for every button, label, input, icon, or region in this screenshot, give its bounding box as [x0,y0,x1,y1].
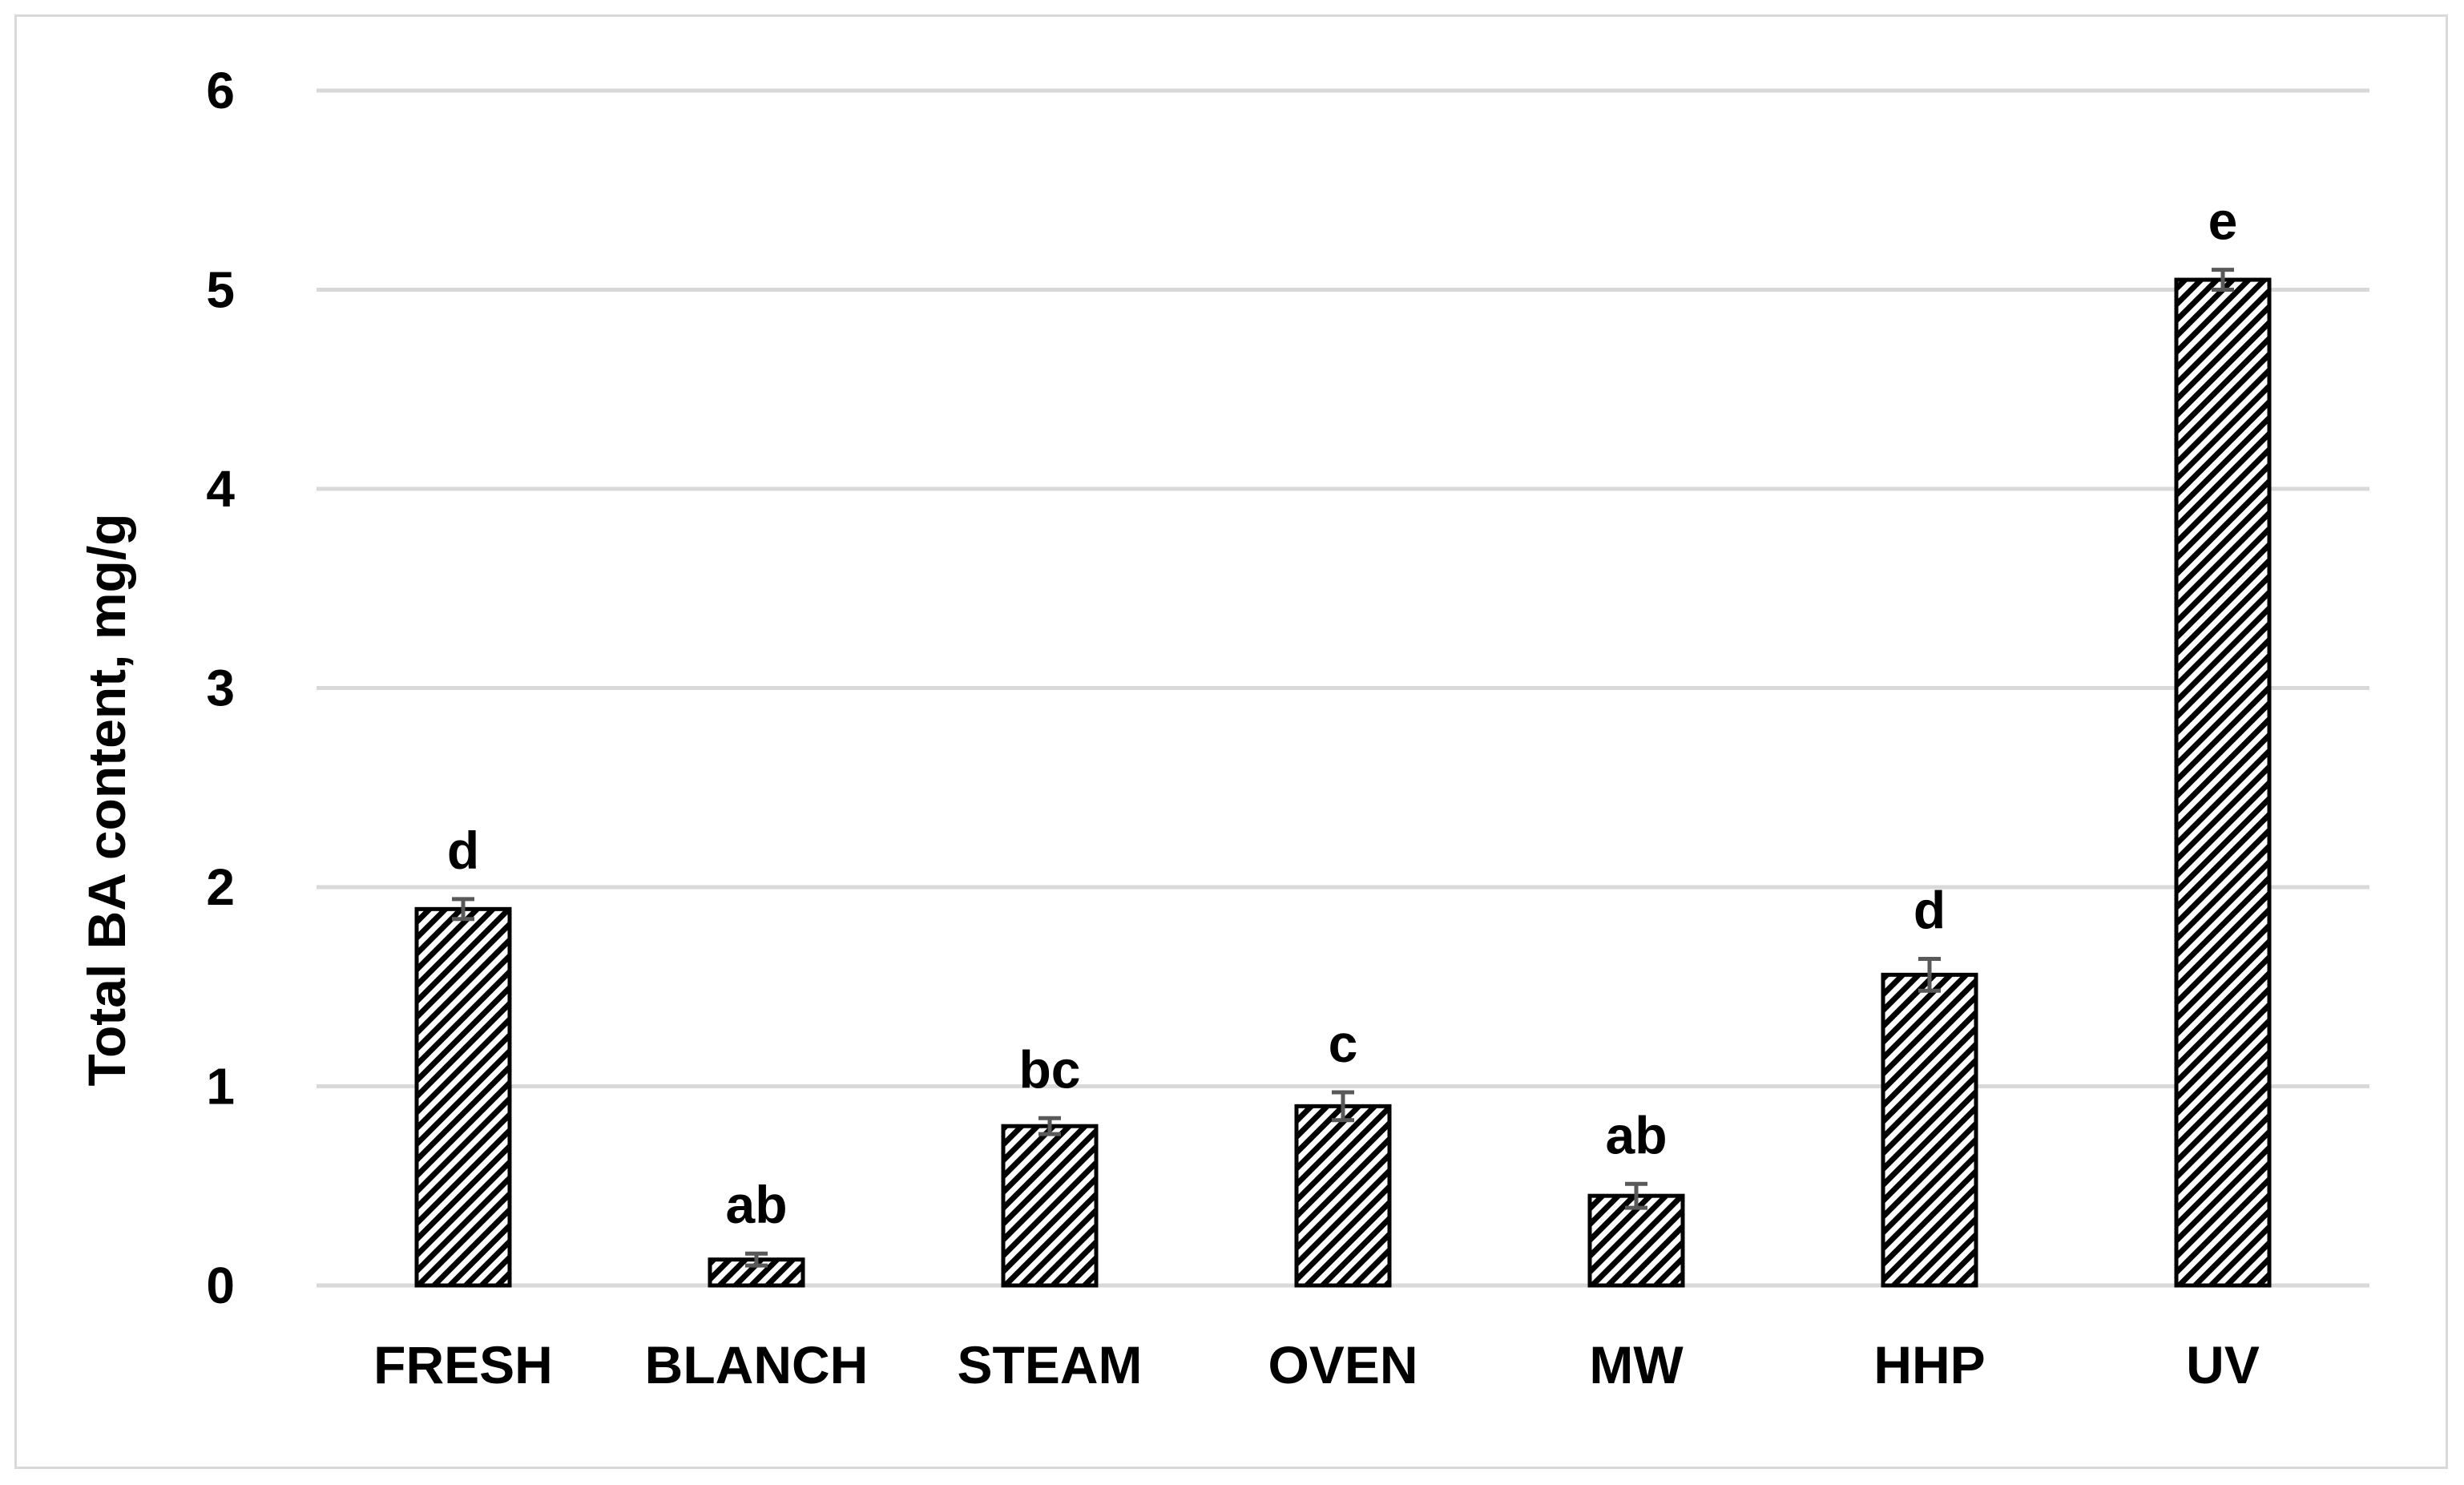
bars [414,277,2272,1288]
error-bar [1918,956,1941,993]
significance-label: d [447,821,479,880]
significance-label: d [1914,880,1946,939]
y-tick-label: 6 [206,62,235,119]
bar [1587,1193,1685,1288]
y-tick-label: 0 [206,1257,235,1314]
x-tick-label: FRESH [373,1335,553,1394]
bar [1881,972,1978,1288]
significance-label: c [1329,1014,1358,1073]
x-tick-label: MW [1589,1335,1684,1394]
significance-label: bc [1018,1039,1080,1099]
y-tick-label: 5 [206,261,235,319]
bar [414,906,512,1288]
significance-label: ab [1605,1105,1667,1164]
bar [1294,1104,1392,1288]
error-bar [1625,1181,1647,1210]
bar [2174,277,2272,1288]
error-bar [2212,268,2234,292]
y-tick-label: 3 [206,660,235,717]
significance-label: e [2208,192,2238,251]
y-axis-title: Total BA content, mg/g [77,514,136,1087]
significance-label: ab [725,1175,787,1234]
x-tick-label: BLANCH [645,1335,869,1394]
bar-chart: 0 1 2 3 4 5 6 d ab bc c ab d e FRESH BLANCH STEAM OVEN M… [77,62,2369,1394]
y-tick-label: 4 [206,460,235,518]
x-tick-label: HHP [1873,1335,1985,1394]
x-tick-label: STEAM [958,1335,1143,1394]
error-bar [745,1251,768,1268]
bar [1001,1124,1099,1288]
error-bars [452,268,2234,1268]
chart-frame: 0 1 2 3 4 5 6 d ab bc c ab d e FRESH BLANCH STEAM OVEN M… [14,14,2448,1469]
x-tick-labels: FRESH BLANCH STEAM OVEN MW HHP UV [373,1335,2260,1394]
y-tick-label: 1 [206,1058,235,1116]
y-tick-labels: 0 1 2 3 4 5 6 [206,62,235,1314]
error-bar [1332,1090,1354,1123]
error-bar [1038,1116,1061,1136]
x-tick-label: OVEN [1268,1335,1418,1394]
error-bar [452,897,474,922]
x-tick-label: UV [2186,1335,2260,1394]
significance-labels: d ab bc c ab d e [447,192,2238,1235]
gridlines [317,88,2369,1288]
y-tick-label: 2 [206,858,235,916]
